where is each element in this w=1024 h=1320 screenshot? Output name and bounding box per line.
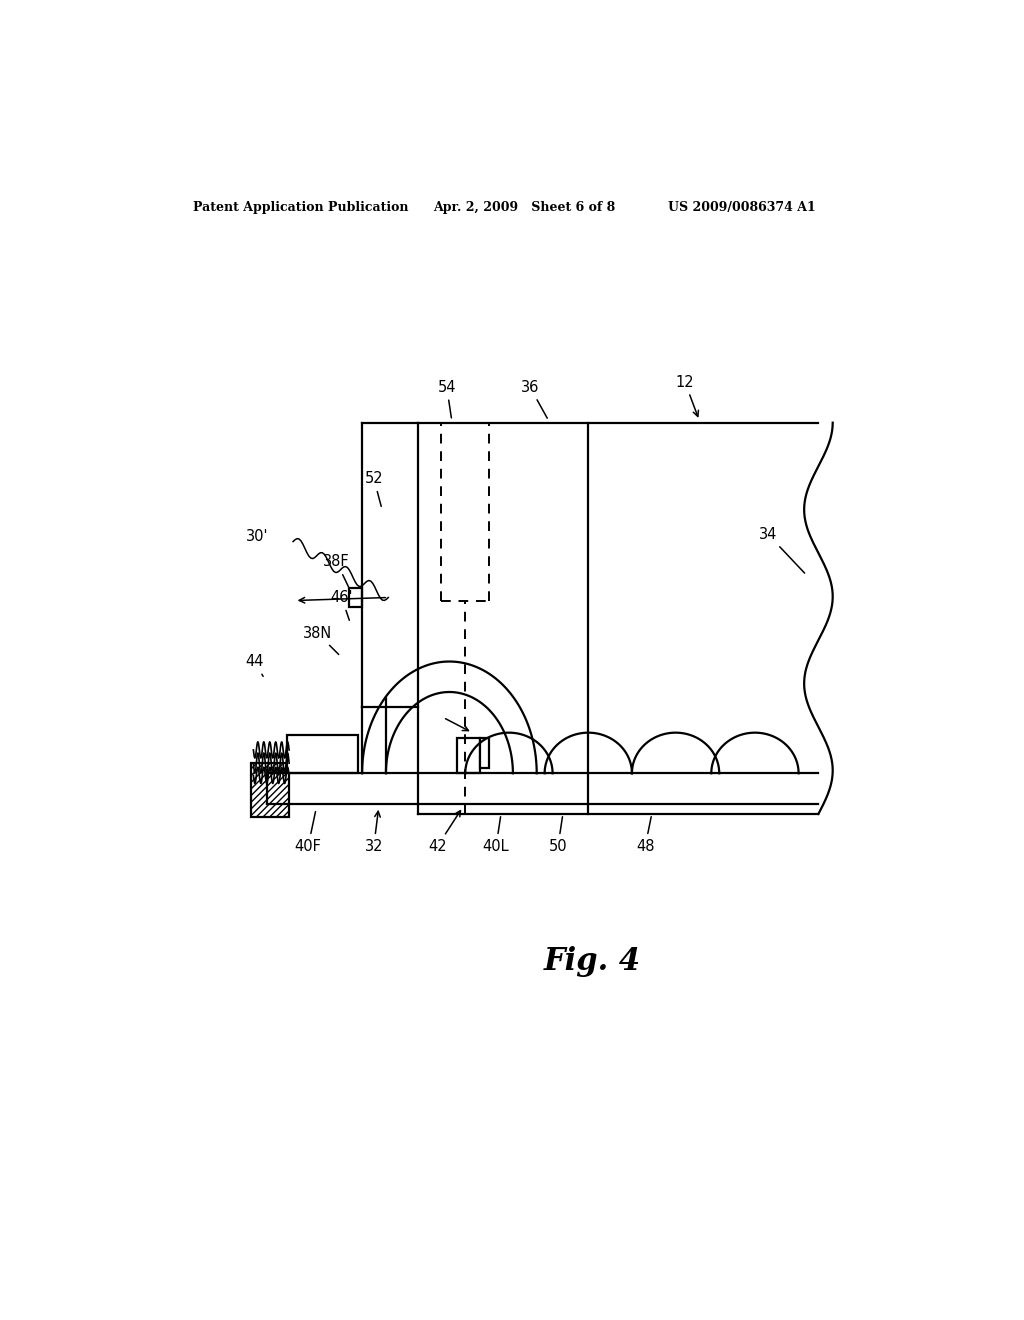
Text: US 2009/0086374 A1: US 2009/0086374 A1	[668, 201, 815, 214]
Text: 12: 12	[676, 375, 698, 416]
Text: 48: 48	[636, 817, 654, 854]
Text: 30': 30'	[246, 529, 268, 544]
Text: 44: 44	[246, 653, 264, 676]
Bar	[479, 738, 489, 768]
Bar	[251, 763, 289, 817]
Text: 40F: 40F	[295, 812, 322, 854]
Text: 42: 42	[428, 810, 461, 854]
Text: Apr. 2, 2009   Sheet 6 of 8: Apr. 2, 2009 Sheet 6 of 8	[433, 201, 615, 214]
Text: 40L: 40L	[482, 817, 509, 854]
Text: Patent Application Publication: Patent Application Publication	[194, 201, 409, 214]
Bar	[458, 738, 479, 774]
Text: 36: 36	[521, 380, 547, 418]
Text: 34: 34	[759, 527, 805, 573]
Text: 54: 54	[437, 380, 456, 418]
Text: 32: 32	[365, 812, 383, 854]
Text: 38F: 38F	[324, 554, 350, 587]
Text: 46': 46'	[331, 590, 353, 620]
Text: Fig. 4: Fig. 4	[544, 946, 641, 977]
Text: 52: 52	[365, 471, 383, 507]
Text: 50: 50	[549, 817, 567, 854]
Text: 38N: 38N	[303, 626, 339, 655]
Bar	[349, 589, 362, 607]
Bar	[287, 735, 358, 774]
